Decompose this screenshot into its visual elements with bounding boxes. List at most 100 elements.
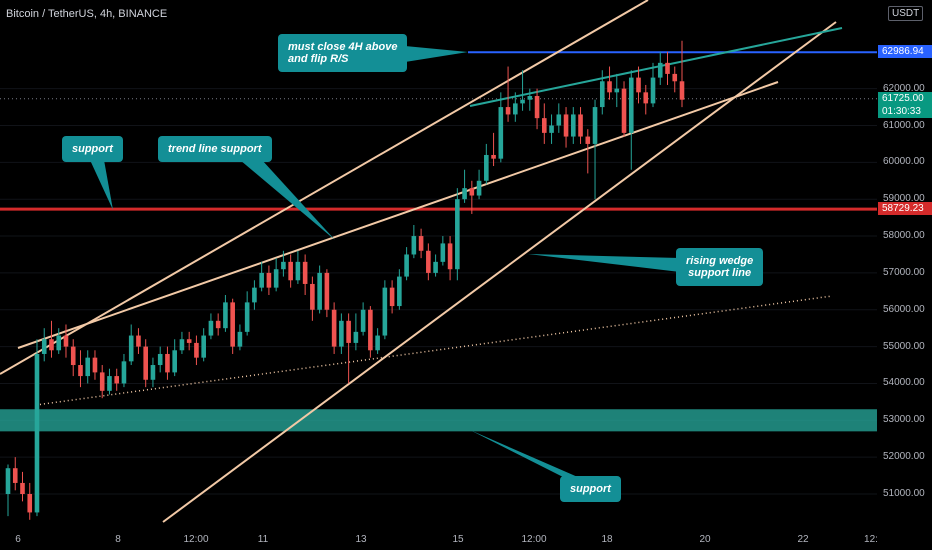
candle-body bbox=[404, 254, 409, 277]
candle-body bbox=[237, 331, 243, 347]
candle-body bbox=[563, 114, 569, 137]
candle bbox=[85, 350, 91, 384]
candle-body bbox=[78, 365, 83, 377]
candle bbox=[614, 73, 620, 108]
candle-body bbox=[650, 77, 656, 104]
candle bbox=[295, 250, 301, 284]
candle-body bbox=[556, 114, 562, 126]
symbol-title: Bitcoin / TetherUS, 4h, BINANCE bbox=[6, 8, 168, 20]
candle-body bbox=[476, 180, 482, 196]
candle bbox=[150, 357, 156, 388]
candle-body bbox=[266, 272, 272, 288]
candle-body bbox=[527, 96, 533, 100]
callout-must-close: must close 4H above and flip R/S bbox=[278, 34, 408, 72]
candle-body bbox=[505, 107, 511, 115]
upper-channel-line bbox=[0, 0, 649, 375]
candle bbox=[643, 84, 649, 115]
price-tick: 58000.00 bbox=[883, 230, 925, 242]
candle bbox=[237, 324, 243, 351]
candle bbox=[208, 313, 214, 340]
currency-button[interactable]: USDT bbox=[888, 6, 924, 21]
candle bbox=[99, 365, 105, 399]
candle-body bbox=[657, 62, 663, 78]
candle-body bbox=[368, 309, 373, 351]
candle-body bbox=[498, 107, 504, 159]
candle bbox=[672, 66, 678, 93]
candle bbox=[302, 254, 308, 296]
candle-body bbox=[56, 335, 62, 351]
candle bbox=[592, 99, 598, 200]
candle-body bbox=[114, 376, 120, 384]
callout-must-close-line2: and flip R/S bbox=[288, 53, 349, 65]
candle-body bbox=[107, 376, 112, 391]
candle bbox=[650, 62, 656, 108]
candle-body bbox=[628, 77, 634, 133]
candle bbox=[252, 280, 257, 310]
price-tick: 53000.00 bbox=[883, 414, 925, 426]
candle-body bbox=[665, 62, 670, 74]
candle bbox=[27, 482, 33, 520]
candle-body bbox=[281, 261, 286, 270]
time-axis[interactable]: 6 8 12:00 11 13 15 12:00 18 20 22 12: bbox=[0, 530, 932, 550]
candle-body bbox=[636, 77, 641, 93]
price-tick: 57000.00 bbox=[883, 266, 925, 278]
candle bbox=[665, 51, 670, 85]
candle bbox=[636, 66, 641, 104]
candle-body bbox=[592, 107, 598, 144]
candle-body bbox=[549, 125, 554, 133]
candle bbox=[49, 320, 54, 358]
candle-body bbox=[244, 302, 250, 332]
candle bbox=[310, 276, 315, 321]
candle bbox=[505, 66, 511, 122]
candle bbox=[56, 328, 62, 354]
pointer-rising-wedge bbox=[528, 254, 680, 272]
candle bbox=[599, 70, 605, 115]
candle-body bbox=[418, 236, 424, 251]
candle bbox=[34, 339, 40, 517]
candle-body bbox=[259, 272, 264, 288]
candle-body bbox=[382, 287, 388, 336]
candle-body bbox=[317, 272, 322, 310]
candle bbox=[288, 254, 293, 288]
time-tick: 22 bbox=[797, 534, 809, 545]
candle-body bbox=[34, 353, 40, 513]
time-tick: 11 bbox=[257, 534, 269, 545]
candle-body bbox=[339, 320, 344, 347]
candle bbox=[418, 228, 424, 259]
candle-body bbox=[672, 73, 678, 82]
candle-body bbox=[520, 99, 525, 104]
price-axis[interactable]: 51000.00 52000.00 53000.00 54000.00 55000.00… bbox=[877, 0, 932, 530]
candle-body bbox=[136, 335, 141, 347]
price-tick: 51000.00 bbox=[883, 488, 925, 499]
rising-wedge-support-line bbox=[162, 21, 837, 523]
candle-body bbox=[599, 81, 605, 108]
candle-body bbox=[20, 482, 25, 494]
candle bbox=[331, 302, 337, 354]
callout-trend-line-support: trend line support bbox=[158, 136, 272, 162]
candle-body bbox=[273, 269, 279, 288]
candle bbox=[549, 114, 554, 144]
candle-body bbox=[186, 339, 192, 343]
candle bbox=[397, 269, 402, 310]
candle-body bbox=[143, 346, 148, 380]
candle bbox=[679, 40, 685, 108]
candle bbox=[201, 328, 206, 362]
candle-body bbox=[5, 468, 11, 494]
candle bbox=[657, 51, 663, 85]
candle bbox=[491, 132, 496, 167]
wedge-top-line bbox=[469, 27, 843, 107]
candle bbox=[179, 331, 185, 354]
candle bbox=[433, 254, 438, 277]
price-label: 61725.00 bbox=[878, 91, 932, 105]
candle bbox=[186, 331, 192, 351]
price-label: 62986.94 bbox=[878, 45, 932, 59]
candle bbox=[476, 169, 482, 200]
candle bbox=[157, 346, 163, 373]
candle-body bbox=[353, 331, 359, 343]
callout-support-bottom: support bbox=[560, 476, 621, 502]
time-tick: 6 bbox=[15, 534, 21, 545]
candle-body bbox=[208, 320, 214, 336]
candle-body bbox=[491, 154, 496, 159]
candle-body bbox=[288, 261, 293, 281]
